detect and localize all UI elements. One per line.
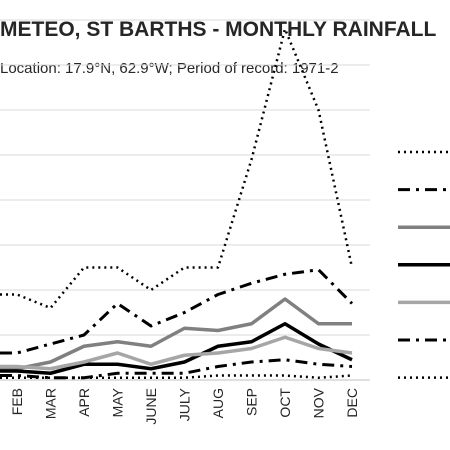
- series-line-6: [0, 358, 353, 380]
- x-tick-label: APR: [76, 388, 92, 417]
- series-line-2: [0, 268, 354, 355]
- series-line-1: [0, 27, 354, 310]
- x-tick-label: MAR: [43, 388, 59, 419]
- x-tick-label: FEB: [9, 388, 25, 415]
- legend: [398, 150, 450, 379]
- x-tick-label: SEP: [244, 388, 260, 416]
- chart-title: METEO, ST BARTHS - MONTHLY RAINFALL: [0, 18, 437, 41]
- series-line-5: [0, 335, 353, 371]
- x-tick-label: AUG: [210, 388, 226, 418]
- x-tick-label: MAY: [110, 387, 126, 417]
- series-lines: [0, 27, 354, 380]
- x-tick-label: NOV: [311, 387, 327, 418]
- series-line-7: [0, 374, 353, 379]
- series-line-3: [0, 297, 352, 371]
- x-tick-labels: FEB MAR APR MAY JUNE JULY AUG SEP OCT NOV DEC: [9, 387, 360, 424]
- x-tick-label: DEC: [344, 388, 360, 418]
- x-tick-label: OCT: [277, 388, 293, 418]
- series-line-4: [0, 322, 353, 375]
- x-tick-label: JULY: [177, 387, 193, 421]
- x-tick-label: JUNE: [143, 388, 159, 425]
- chart-subtitle: Location: 17.9°N, 62.9°W; Period of reco…: [0, 60, 339, 77]
- gridlines: [0, 19, 370, 381]
